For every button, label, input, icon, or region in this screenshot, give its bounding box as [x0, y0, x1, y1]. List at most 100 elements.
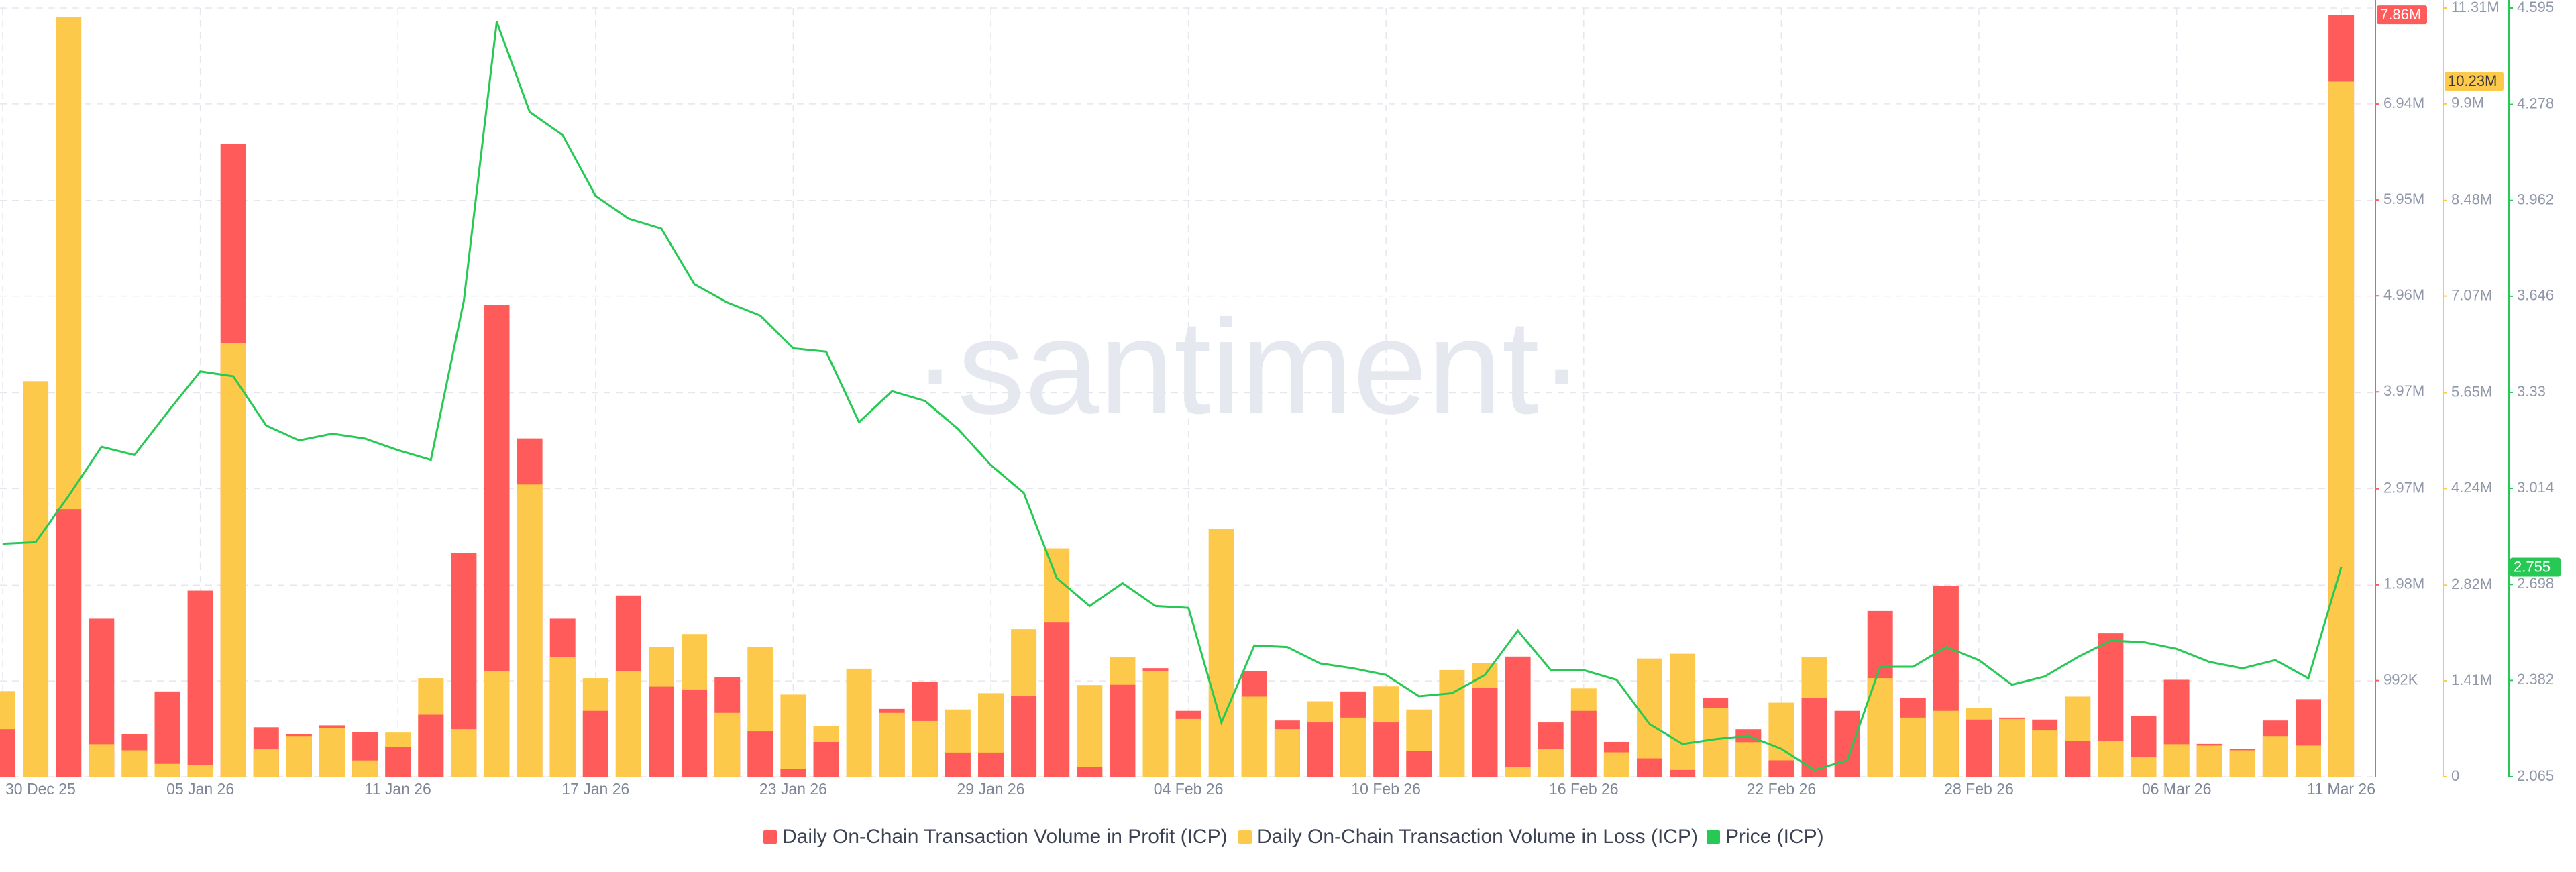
bar	[1077, 767, 1103, 777]
y-tick-label: 5.95M	[2383, 190, 2424, 207]
bar	[1867, 678, 1893, 777]
bar	[1933, 710, 1959, 777]
x-tick-label: 06 Mar 26	[2142, 780, 2212, 798]
bar	[2163, 744, 2190, 777]
bar	[1999, 718, 2025, 777]
bar	[649, 686, 674, 777]
bar	[1966, 719, 1992, 777]
y-tick-label: 6.94M	[2383, 95, 2424, 111]
value-badge	[2445, 72, 2504, 91]
legend-label: Daily On-Chain Transaction Volume in Pro…	[782, 826, 1228, 848]
bar	[2032, 730, 2058, 777]
bar	[1110, 684, 1136, 777]
x-tick-label: 10 Feb 26	[1351, 780, 1421, 798]
y-tick-label: 2.065	[2517, 767, 2554, 784]
bar	[549, 657, 576, 777]
bar	[1670, 653, 1696, 777]
bar	[978, 752, 1004, 777]
bar	[1768, 760, 1794, 777]
y-tick-label: 3.97M	[2383, 382, 2424, 399]
bar	[484, 671, 510, 777]
bar	[89, 744, 115, 777]
bar	[879, 712, 905, 777]
bar	[1505, 656, 1531, 777]
x-tick-label: 30 Dec 25	[5, 780, 76, 798]
y-tick-label: 4.595	[2517, 0, 2554, 15]
y-tick-label: 0	[2451, 767, 2459, 784]
bar	[451, 729, 477, 777]
bar	[2262, 736, 2288, 777]
bar	[1703, 708, 1729, 777]
legend-label: Daily On-Chain Transaction Volume in Los…	[1257, 826, 1698, 848]
bar	[418, 714, 444, 777]
grid	[0, 7, 2375, 777]
value-badge	[2377, 5, 2427, 25]
bar	[1670, 769, 1696, 777]
y-tick-label: 4.278	[2517, 95, 2554, 111]
bar	[714, 712, 741, 777]
y-tick-label: 2.382	[2517, 671, 2554, 688]
y-tick-label: 3.33	[2517, 383, 2546, 400]
bar	[846, 668, 872, 777]
x-tick-label: 28 Feb 26	[1944, 780, 2014, 798]
bar	[1274, 729, 1300, 777]
y-tick-label: 3.646	[2517, 287, 2554, 304]
bar	[220, 343, 246, 777]
value-badge	[2510, 557, 2561, 577]
bar	[1472, 688, 1498, 777]
bar	[780, 769, 806, 777]
legend-swatch	[763, 830, 777, 844]
bar	[154, 691, 180, 777]
bar	[2131, 757, 2157, 777]
bar	[1570, 710, 1597, 777]
price-line	[2, 21, 2343, 771]
bar	[1900, 717, 1926, 777]
bar	[1373, 722, 1399, 777]
bar	[187, 590, 213, 777]
y-tick-label: 2.97M	[2383, 480, 2424, 496]
bar	[682, 689, 708, 777]
bar	[385, 747, 411, 777]
bar	[1340, 717, 1366, 777]
y-tick-label: 7.07M	[2451, 286, 2492, 303]
bar	[1637, 758, 1662, 777]
bar	[912, 720, 938, 777]
axes: 30 Dec 25 05 Jan 26 11 Jan 26 17 Jan 26 23 J…	[5, 0, 2561, 798]
bar	[1637, 658, 1662, 777]
x-tick-label: 22 Feb 26	[1747, 780, 1817, 798]
x-tick-label: 04 Feb 26	[1154, 780, 1224, 798]
y-tick-label: 9.9M	[2451, 95, 2484, 111]
bars	[0, 15, 2355, 777]
bar	[154, 763, 180, 777]
bar	[945, 752, 971, 777]
x-tick-label: 05 Jan 26	[166, 780, 234, 798]
bar	[286, 736, 312, 777]
y-tick-label: 1.41M	[2451, 671, 2492, 688]
y-tick-label: 4.24M	[2451, 479, 2492, 496]
value-label: 2.755	[2514, 558, 2551, 575]
x-tick-label: 16 Feb 26	[1549, 780, 1619, 798]
lines	[2, 21, 2343, 771]
legend-swatch	[1238, 830, 1252, 844]
bar	[121, 750, 148, 777]
bar	[23, 381, 49, 777]
bar	[1834, 710, 1860, 777]
legend-label: Price (ICP)	[1725, 826, 1824, 848]
y-tick-label: 11.31M	[2451, 0, 2500, 15]
x-tick-label: 29 Jan 26	[957, 780, 1024, 798]
bar	[582, 710, 608, 777]
bar	[352, 760, 378, 777]
x-tick-label: 11 Mar 26	[2307, 780, 2375, 798]
bar	[2098, 741, 2124, 777]
bar	[2196, 745, 2222, 777]
bar	[1505, 767, 1531, 777]
bar	[1241, 696, 1267, 777]
bar	[2328, 81, 2355, 777]
bar	[1307, 722, 1333, 777]
value-label: 10.23M	[2448, 72, 2497, 89]
bar	[2065, 741, 2091, 777]
bar	[1044, 622, 1070, 777]
bar	[1208, 529, 1234, 777]
bar	[319, 728, 345, 777]
